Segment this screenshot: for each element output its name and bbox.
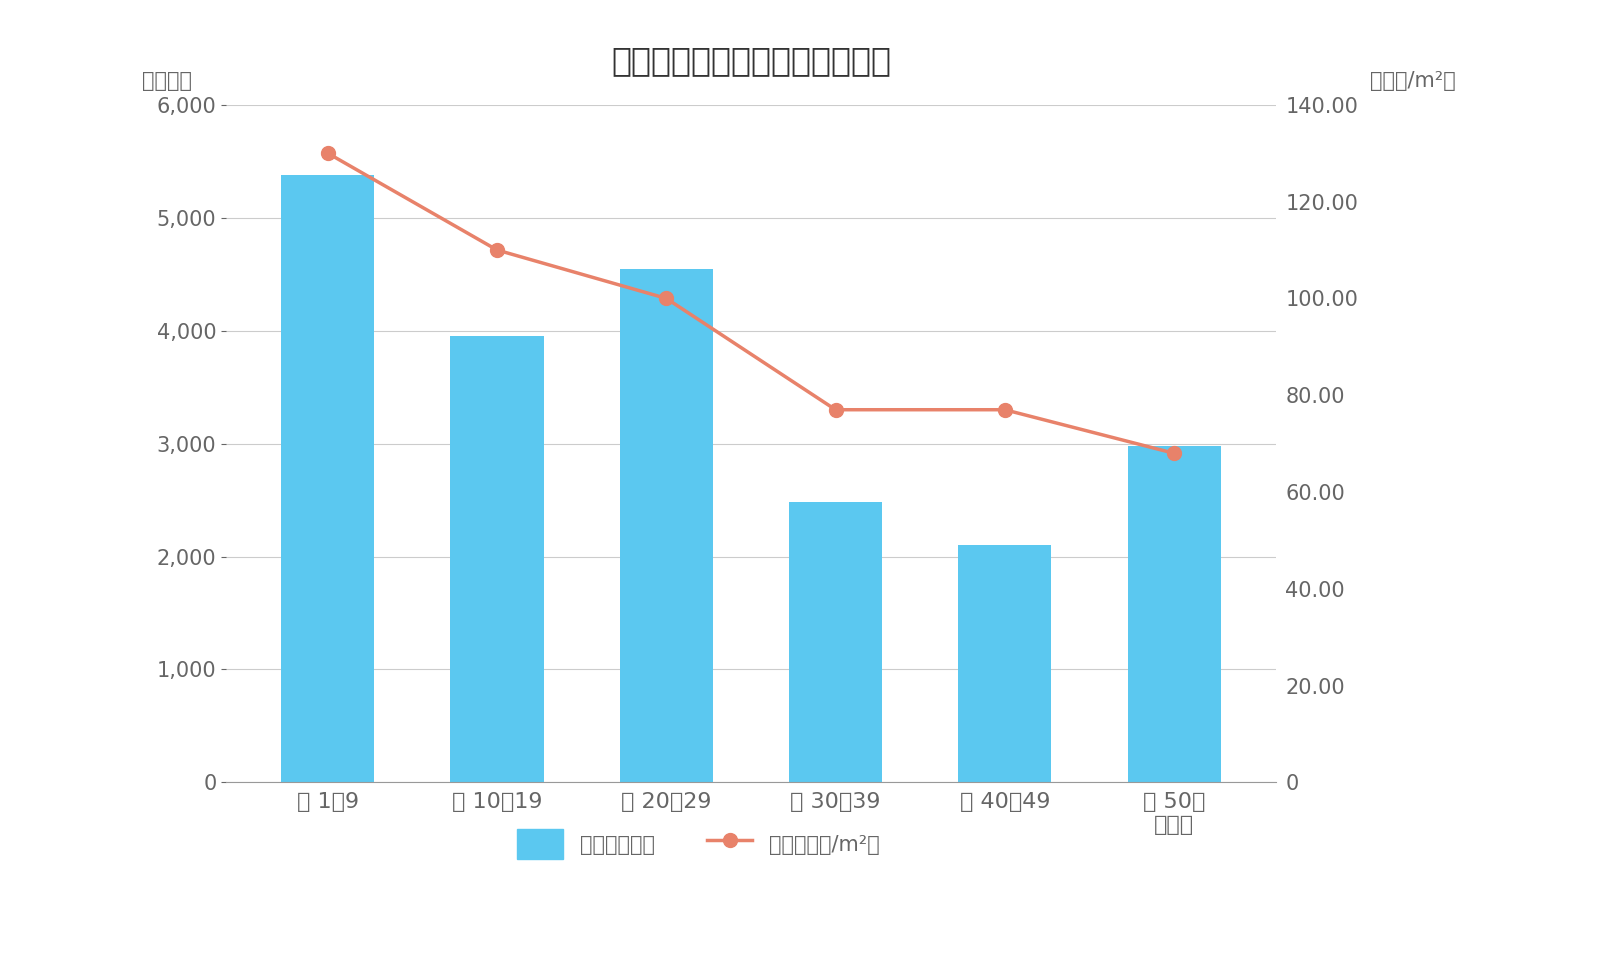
Bar bbox=[789, 502, 882, 782]
Bar bbox=[451, 336, 544, 782]
Bar bbox=[1128, 446, 1221, 782]
Text: （万円/m²）: （万円/m²） bbox=[1370, 72, 1456, 91]
Legend: 価格（万円）, 単価（万円/m²）: 価格（万円）, 単価（万円/m²） bbox=[509, 821, 888, 867]
Title: 中野区築年数別マンション価格: 中野区築年数別マンション価格 bbox=[611, 44, 891, 78]
Text: （万円）: （万円） bbox=[142, 72, 192, 91]
Bar bbox=[282, 174, 374, 782]
Bar bbox=[619, 268, 714, 782]
Bar bbox=[958, 546, 1051, 782]
